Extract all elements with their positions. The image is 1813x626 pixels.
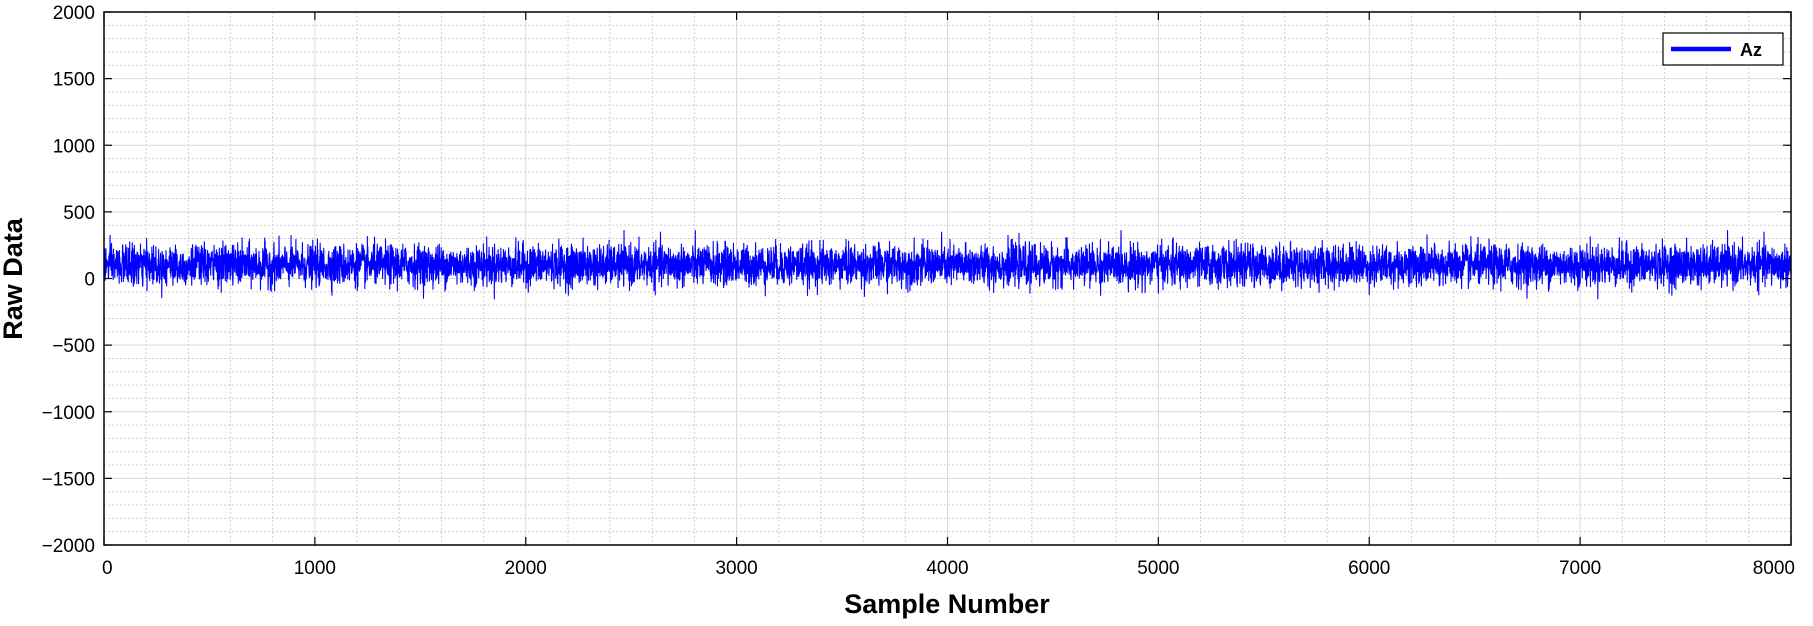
series-line-az: [103, 229, 1792, 300]
y-tick-label: 1000: [53, 136, 95, 157]
y-tick-label: −500: [52, 336, 95, 357]
x-tick-label: 0: [102, 558, 113, 579]
y-tick-label: 1500: [53, 70, 95, 91]
x-tick-label: 2000: [505, 558, 547, 579]
y-tick-label: 2000: [53, 3, 95, 24]
minor-grid: [104, 12, 1791, 545]
x-tick-label: 5000: [1137, 558, 1179, 579]
legend-label-az: Az: [1740, 40, 1762, 60]
y-tick-label: 0: [84, 270, 95, 291]
y-tick-label: 500: [63, 203, 95, 224]
x-tick-label: 6000: [1348, 558, 1390, 579]
x-tick-label: 3000: [715, 558, 757, 579]
legend: Az: [1662, 32, 1784, 66]
x-tick-label: 1000: [294, 558, 336, 579]
y-tick-label: −1000: [42, 403, 95, 424]
y-axis-label: Raw Data: [0, 217, 28, 340]
plot-series-layer: [103, 229, 1792, 300]
x-tick-labels: 0 1000 2000 3000 4000 5000 6000 7000 8000: [102, 558, 1795, 579]
y-tick-label: −2000: [42, 536, 95, 557]
tick-marks: [103, 11, 1792, 546]
y-tick-label: −1500: [42, 469, 95, 490]
x-tick-label: 8000: [1753, 558, 1795, 579]
x-tick-label: 7000: [1559, 558, 1601, 579]
y-tick-labels: 2000 1500 1000 500 0 −500 −1000 −1500 −2000: [42, 3, 95, 557]
x-axis-label: Sample Number: [844, 589, 1050, 619]
x-tick-label: 4000: [926, 558, 968, 579]
